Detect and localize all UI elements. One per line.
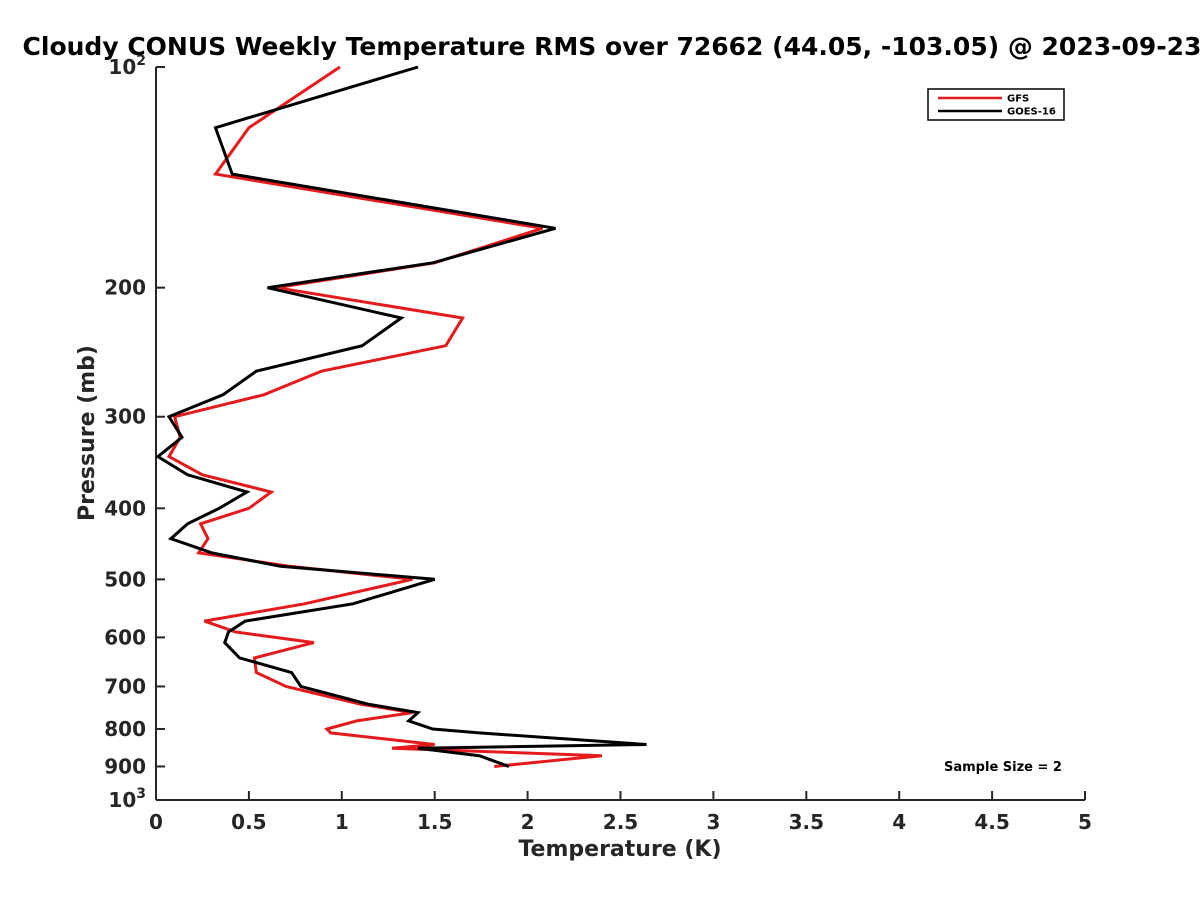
y-axis-label: Pressure (mb) xyxy=(75,345,100,521)
y-tick-label: 300 xyxy=(104,405,146,429)
y-tick-label: 103 xyxy=(108,786,146,812)
x-tick-label: 4.5 xyxy=(974,810,1009,834)
series-line-gfs xyxy=(166,65,603,768)
y-axis-ticks: 102 200 300 400 500 600 700 800 900 103 xyxy=(104,53,165,812)
x-tick-label: 0.5 xyxy=(231,810,266,834)
y-tick-label: 600 xyxy=(104,625,146,649)
y-tick-label: 102 xyxy=(108,53,146,79)
legend-box xyxy=(927,88,1065,121)
x-axis-label: Temperature (K) xyxy=(518,837,721,862)
x-tick-label: 1.5 xyxy=(417,810,452,834)
x-tick-label: 3.5 xyxy=(789,810,824,834)
y-tick-label: 500 xyxy=(104,567,146,591)
y-tick-label: 700 xyxy=(104,674,146,698)
x-tick-label: 5 xyxy=(1078,810,1092,834)
x-tick-label: 4 xyxy=(892,810,906,834)
series-line-goes-16 xyxy=(155,65,647,768)
y-tick-label: 800 xyxy=(104,717,146,741)
legend: GFS GOES-16 xyxy=(927,88,1065,121)
plot-area: 0 0.5 1 1.5 2 2.5 3 3.5 4 4.5 5 102 200 300 400 500 600… xyxy=(104,53,1092,834)
x-axis-ticks: 0 0.5 1 1.5 2 2.5 3 3.5 4 4.5 5 xyxy=(149,791,1092,834)
y-tick-label: 200 xyxy=(104,276,146,300)
x-tick-label: 0 xyxy=(149,810,163,834)
y-tick-label: 400 xyxy=(104,496,146,520)
legend-label: GOES-16 xyxy=(1007,107,1056,118)
x-tick-label: 2 xyxy=(521,810,535,834)
sample-size-annotation: Sample Size = 2 xyxy=(944,760,1062,775)
x-tick-label: 2.5 xyxy=(603,810,638,834)
y-tick-label: 900 xyxy=(104,754,146,778)
legend-label: GFS xyxy=(1007,94,1029,105)
x-tick-label: 3 xyxy=(706,810,720,834)
x-tick-label: 1 xyxy=(335,810,349,834)
series-group xyxy=(155,65,647,768)
chart-title: Cloudy CONUS Weekly Temperature RMS over… xyxy=(23,32,1200,61)
